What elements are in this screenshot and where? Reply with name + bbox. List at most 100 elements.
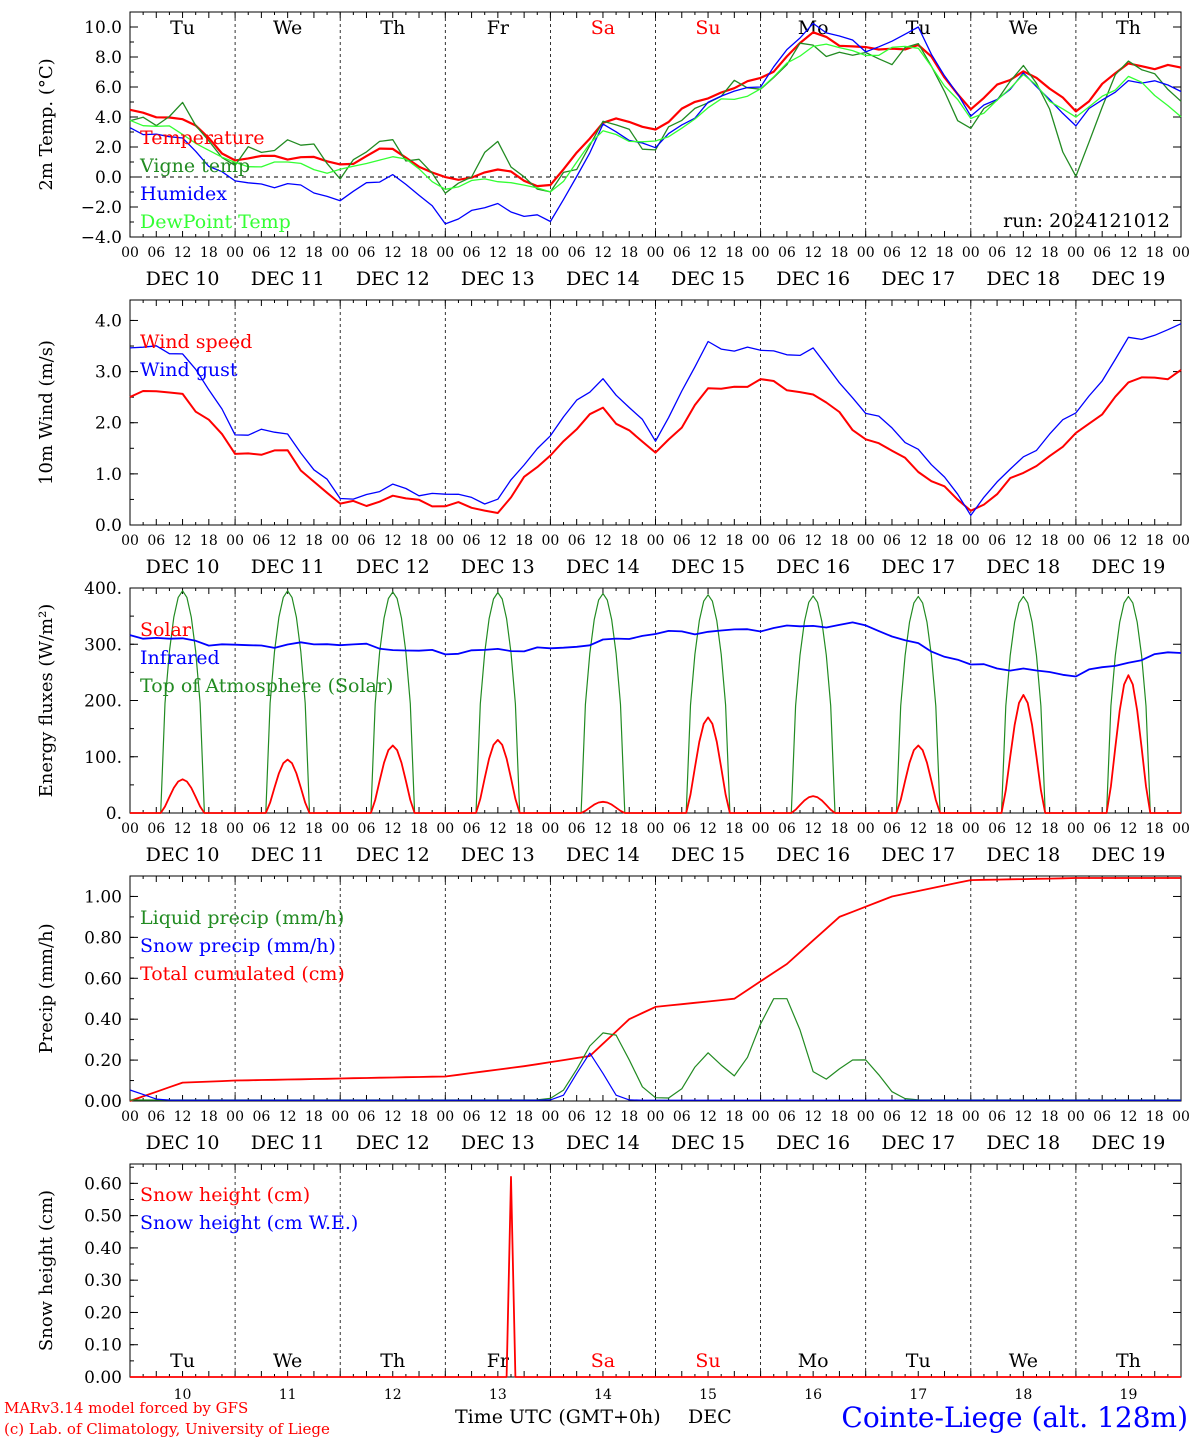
hour-tick-label: 12 xyxy=(384,821,402,837)
legend-entry: Wind gust xyxy=(140,359,238,381)
month-label: DEC xyxy=(688,1406,732,1428)
hour-tick-label: 18 xyxy=(305,245,323,261)
hour-tick-label: 06 xyxy=(252,821,270,837)
legend-entry: DewPoint Temp xyxy=(140,211,291,233)
hour-tick-label: 12 xyxy=(489,1109,507,1125)
hour-tick-label: 12 xyxy=(594,1109,612,1125)
hour-tick-label: 12 xyxy=(279,533,297,549)
hour-tick-label: 18 xyxy=(725,245,743,261)
hour-tick-label: 12 xyxy=(384,245,402,261)
hour-tick-label: 12 xyxy=(594,533,612,549)
hour-tick-label: 06 xyxy=(358,1109,376,1125)
day-of-week-label: We xyxy=(273,17,302,39)
date-label: DEC 13 xyxy=(461,844,535,866)
hour-tick-label: 06 xyxy=(463,245,481,261)
y-tick-label: −2.0 xyxy=(81,198,122,218)
plot-frame xyxy=(129,11,1182,238)
day-of-week-label: Sa xyxy=(591,17,615,39)
legend-entry: Infrared xyxy=(140,647,220,669)
hour-tick-label: 00 xyxy=(962,1109,980,1125)
hour-tick-label: 18 xyxy=(831,1109,849,1125)
y-tick-label: 0.0 xyxy=(95,516,122,536)
hour-tick-label: 00 xyxy=(647,533,665,549)
hour-tick-label: 00 xyxy=(752,245,770,261)
hour-tick-label: 12 xyxy=(699,1109,717,1125)
hour-tick-label: 00 xyxy=(121,533,139,549)
hour-tick-label: 18 xyxy=(1041,533,1059,549)
hour-tick-label: 12 xyxy=(174,533,192,549)
hour-tick-label: 06 xyxy=(778,821,796,837)
hour-tick-label: 06 xyxy=(988,1109,1006,1125)
date-label: DEC 18 xyxy=(986,268,1060,290)
date-number-label: 10 xyxy=(174,1387,192,1403)
hour-tick-label: 00 xyxy=(331,821,349,837)
hour-tick-label: 12 xyxy=(804,533,822,549)
hour-tick-label: 12 xyxy=(804,821,822,837)
legend-entry: Snow precip (mm/h) xyxy=(140,935,336,957)
date-label: DEC 10 xyxy=(146,844,220,866)
hour-tick-label: 06 xyxy=(358,245,376,261)
hour-tick-label: 12 xyxy=(804,245,822,261)
hour-tick-label: 12 xyxy=(174,1109,192,1125)
hour-tick-label: 12 xyxy=(384,1109,402,1125)
hour-tick-label: 00 xyxy=(541,821,559,837)
date-label: DEC 12 xyxy=(356,556,430,578)
hour-tick-label: 18 xyxy=(305,1109,323,1125)
hour-tick-label: 18 xyxy=(410,245,428,261)
wind-series-line xyxy=(129,369,1182,514)
hour-tick-label: 18 xyxy=(200,245,218,261)
plot-frame xyxy=(129,587,1182,814)
hour-tick-label: 00 xyxy=(1067,821,1085,837)
date-label: DEC 17 xyxy=(881,844,955,866)
hour-tick-label: 00 xyxy=(962,821,980,837)
temp-series-line xyxy=(129,31,1182,188)
hour-tick-label: 18 xyxy=(1146,821,1164,837)
hour-tick-label: 18 xyxy=(200,1109,218,1125)
hour-tick-label: 06 xyxy=(883,245,901,261)
hour-tick-label: 06 xyxy=(147,1109,165,1125)
hour-tick-label: 12 xyxy=(279,821,297,837)
hour-tick-label: 00 xyxy=(1172,245,1190,261)
date-number-label: 18 xyxy=(1014,1387,1032,1403)
hour-tick-label: 12 xyxy=(909,821,927,837)
legend-entry: Snow height (cm W.E.) xyxy=(140,1212,358,1234)
y-tick-label: 3.0 xyxy=(95,363,122,383)
y-tick-label: 0.40 xyxy=(84,1239,122,1259)
date-label: DEC 15 xyxy=(671,556,745,578)
hour-tick-label: 18 xyxy=(515,1109,533,1125)
y-tick-label: 0.20 xyxy=(84,1303,122,1323)
hour-tick-label: 00 xyxy=(752,533,770,549)
y-tick-label: 10.0 xyxy=(84,18,122,38)
legend-entry: Wind speed xyxy=(140,331,252,353)
y-tick-label: 0.30 xyxy=(84,1271,122,1291)
hour-tick-label: 18 xyxy=(1041,1109,1059,1125)
date-label: DEC 13 xyxy=(461,1132,535,1154)
hour-tick-label: 18 xyxy=(410,821,428,837)
y-tick-label: 0.60 xyxy=(84,969,122,989)
date-number-label: 19 xyxy=(1120,1387,1138,1403)
date-label: DEC 16 xyxy=(776,844,850,866)
hour-tick-label: 06 xyxy=(988,533,1006,549)
day-of-week-label: Tu xyxy=(906,1350,931,1372)
hour-tick-label: 12 xyxy=(1014,533,1032,549)
hour-tick-label: 00 xyxy=(1172,821,1190,837)
legend-entry: Solar xyxy=(140,619,192,641)
date-label: DEC 11 xyxy=(251,1132,325,1154)
y-tick-label: 2.0 xyxy=(95,138,122,158)
hour-tick-label: 18 xyxy=(831,533,849,549)
hour-tick-label: 06 xyxy=(778,1109,796,1125)
hour-tick-label: 18 xyxy=(200,821,218,837)
date-label: DEC 14 xyxy=(566,1132,640,1154)
hour-tick-label: 12 xyxy=(1014,1109,1032,1125)
hour-tick-label: 18 xyxy=(620,533,638,549)
date-label: DEC 11 xyxy=(251,268,325,290)
hour-tick-label: 06 xyxy=(252,245,270,261)
hour-tick-label: 00 xyxy=(436,245,454,261)
temp-series-line xyxy=(129,43,1182,193)
date-label: DEC 11 xyxy=(251,556,325,578)
y-tick-label: 300. xyxy=(84,635,122,655)
date-label: DEC 13 xyxy=(461,268,535,290)
day-of-week-label: Tu xyxy=(170,17,195,39)
y-tick-label: 0.10 xyxy=(84,1336,122,1356)
hour-tick-label: 06 xyxy=(568,1109,586,1125)
